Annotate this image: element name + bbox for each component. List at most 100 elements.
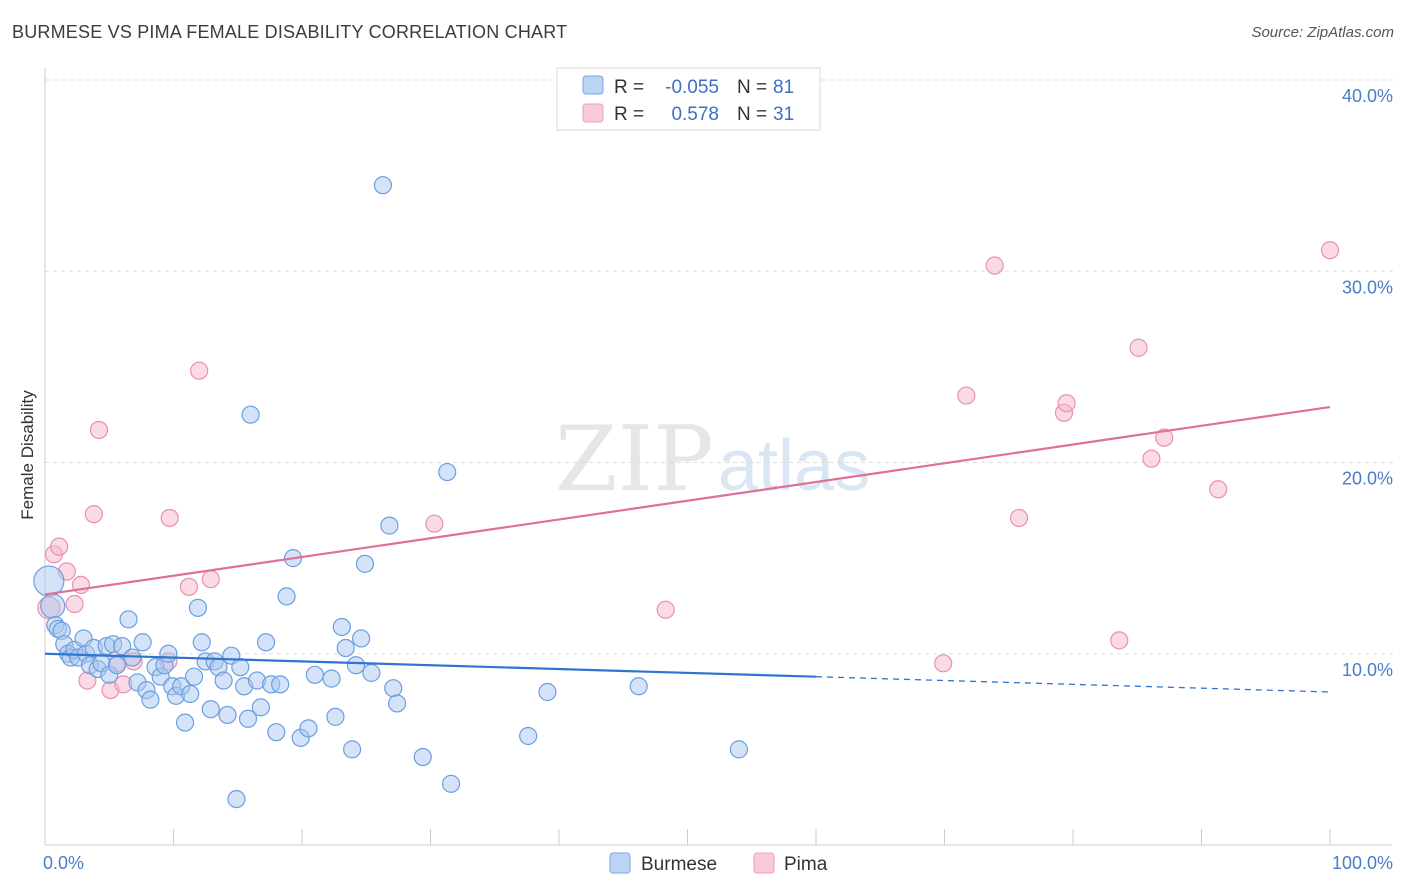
burmese-point bbox=[201, 700, 220, 719]
pima-trend-line bbox=[44, 405, 1331, 596]
pima-point bbox=[656, 600, 675, 619]
burmese-trend-extension bbox=[815, 676, 1331, 693]
watermark-zip: ZIP bbox=[555, 407, 714, 512]
legend-pima-r-label: R = bbox=[614, 104, 644, 125]
pima-point bbox=[84, 505, 103, 524]
pima-points bbox=[37, 241, 1340, 700]
burmese-point bbox=[413, 747, 432, 767]
burmese-point bbox=[352, 629, 371, 648]
burmese-point bbox=[218, 705, 237, 725]
burmese-point bbox=[387, 694, 407, 713]
burmese-point bbox=[175, 713, 195, 732]
legend-pima-n-value: 31 bbox=[773, 104, 794, 125]
burmese-point bbox=[133, 633, 152, 652]
pima-point bbox=[1320, 241, 1340, 260]
pima-point bbox=[201, 570, 220, 589]
burmese-point bbox=[305, 665, 324, 684]
axes bbox=[44, 68, 1392, 846]
burmese-point bbox=[299, 719, 318, 738]
legend-burmese-r-value: -0.055 bbox=[665, 77, 719, 98]
pima-point bbox=[425, 514, 444, 533]
pima-point bbox=[160, 508, 179, 528]
y-axis-label: Female Disability bbox=[18, 390, 37, 520]
bottom-legend-pima-label: Pima bbox=[784, 854, 828, 875]
burmese-point bbox=[373, 176, 393, 195]
burmese-point bbox=[380, 516, 399, 535]
burmese-point bbox=[629, 677, 648, 696]
y-tick-label: 20.0% bbox=[1342, 469, 1393, 489]
burmese-point bbox=[227, 789, 246, 809]
burmese-point bbox=[355, 554, 375, 573]
burmese-point bbox=[119, 610, 138, 629]
burmese-points bbox=[33, 176, 749, 809]
pima-point bbox=[89, 420, 109, 440]
pima-point bbox=[190, 361, 209, 380]
burmese-point bbox=[343, 740, 362, 759]
burmese-trend-line bbox=[44, 652, 817, 678]
bottom-legend-burmese-swatch bbox=[609, 852, 631, 874]
burmese-point bbox=[181, 684, 200, 704]
pima-point bbox=[985, 256, 1004, 275]
gridlines bbox=[45, 79, 1395, 655]
burmese-point bbox=[332, 617, 351, 637]
burmese-point bbox=[326, 707, 345, 726]
burmese-point bbox=[192, 633, 211, 652]
burmese-point bbox=[231, 658, 250, 677]
pima-point bbox=[50, 537, 69, 556]
y-tick-label: 30.0% bbox=[1342, 277, 1393, 297]
burmese-point bbox=[112, 636, 132, 656]
pima-point bbox=[1209, 480, 1228, 499]
legend-pima-swatch bbox=[582, 103, 604, 123]
bottom-legend-pima-swatch bbox=[753, 852, 775, 874]
legend: R = -0.055 N = 81 R = 0.578 N = 31 bbox=[556, 67, 821, 131]
burmese-point bbox=[141, 690, 160, 709]
pima-point bbox=[1009, 508, 1029, 528]
bottom-legend: Burmese Pima bbox=[609, 852, 828, 875]
burmese-point bbox=[346, 656, 366, 675]
y-tick-label: 10.0% bbox=[1342, 660, 1393, 680]
legend-burmese-n-value: 81 bbox=[773, 77, 794, 98]
pima-point bbox=[934, 654, 953, 673]
burmese-point bbox=[519, 726, 538, 746]
chart-title: BURMESE VS PIMA FEMALE DISABILITY CORREL… bbox=[12, 22, 568, 42]
legend-burmese-n-label: N = bbox=[737, 77, 767, 98]
burmese-point bbox=[362, 663, 381, 682]
x-tick-label: 100.0% bbox=[1332, 853, 1393, 873]
watermark: ZIP atlas bbox=[555, 407, 870, 512]
pima-point bbox=[179, 577, 199, 596]
legend-burmese-swatch bbox=[582, 75, 604, 95]
burmese-point bbox=[538, 682, 557, 702]
burmese-point bbox=[241, 405, 260, 424]
burmese-point bbox=[107, 656, 127, 675]
pima-point bbox=[957, 386, 976, 405]
pima-point bbox=[1110, 631, 1129, 650]
y-tick-label: 40.0% bbox=[1342, 86, 1393, 106]
burmese-point bbox=[729, 740, 749, 759]
burmese-point bbox=[271, 675, 290, 694]
pima-point bbox=[1142, 449, 1161, 468]
tick-labels: 10.0% 20.0% 30.0% 40.0% 0.0% 100.0% bbox=[43, 86, 1393, 873]
legend-pima-r-value: 0.578 bbox=[671, 104, 719, 125]
burmese-point bbox=[40, 593, 66, 619]
burmese-point bbox=[214, 671, 233, 690]
burmese-point bbox=[159, 644, 178, 663]
burmese-point bbox=[238, 709, 258, 728]
burmese-point bbox=[251, 698, 270, 717]
burmese-point bbox=[322, 669, 341, 688]
burmese-point bbox=[184, 667, 204, 686]
bottom-legend-burmese-label: Burmese bbox=[641, 854, 717, 875]
legend-pima-n-label: N = bbox=[737, 104, 767, 125]
burmese-point bbox=[256, 633, 276, 652]
legend-burmese-r-label: R = bbox=[614, 77, 644, 98]
pima-point bbox=[1155, 428, 1174, 447]
burmese-point bbox=[277, 587, 296, 606]
x-tick-label: 0.0% bbox=[43, 853, 84, 873]
pima-point bbox=[65, 594, 84, 614]
burmese-point bbox=[438, 462, 457, 482]
burmese-point bbox=[384, 679, 403, 698]
pima-point bbox=[1057, 394, 1076, 413]
burmese-point bbox=[441, 774, 461, 793]
burmese-point bbox=[267, 723, 286, 742]
pima-point bbox=[1129, 338, 1148, 357]
